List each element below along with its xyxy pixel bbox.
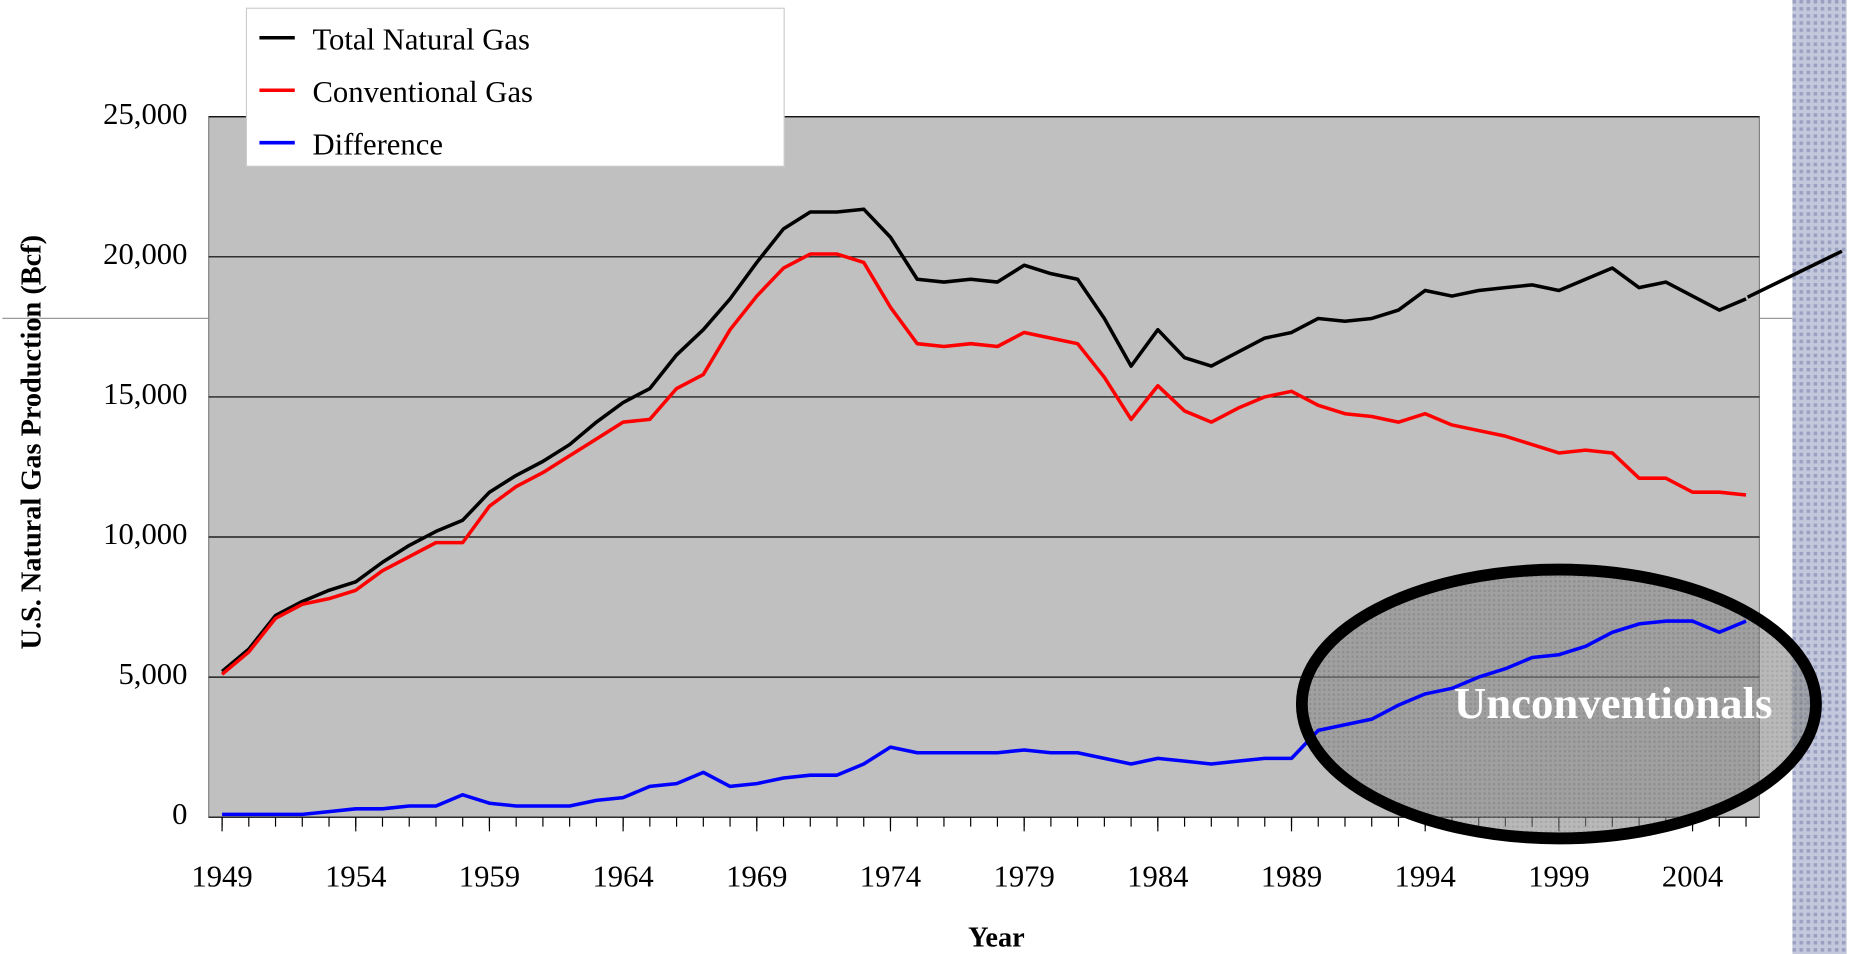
y-tick-label: 15,000 — [103, 377, 187, 411]
series-line — [220, 207, 1747, 673]
x-tick-label: 1964 — [592, 860, 653, 894]
legend: Total Natural Gas Conventional Gas Differe… — [245, 7, 785, 167]
legend-box — [245, 7, 785, 167]
y-tick-label: 25,000 — [103, 97, 187, 131]
y-axis-title: U.S. Natural Gas Production (Bcf) — [17, 235, 48, 650]
series-line — [220, 252, 1747, 676]
annotation: Unconventionals — [1454, 678, 1773, 728]
x-tick-label: 1949 — [191, 860, 252, 894]
x-tick-label: 1954 — [325, 860, 386, 894]
y-tick-label: 0 — [172, 797, 187, 831]
x-tick-label: 1989 — [1261, 860, 1322, 894]
x-axis-title: Year — [968, 922, 1025, 953]
x-tick-label: 1984 — [1127, 860, 1188, 894]
trend-extension — [1746, 249, 1843, 299]
side-bar — [1792, 0, 1847, 954]
series-line — [222, 619, 1747, 817]
x-tick-label: 1994 — [1395, 860, 1456, 894]
x-tick-label: 1969 — [726, 860, 787, 894]
y-tick-label: 5,000 — [118, 657, 187, 691]
x-tick-label: 2004 — [1662, 860, 1723, 894]
highlight-fill — [1301, 569, 1817, 839]
legend-label: Total Natural Gas — [312, 22, 529, 56]
legend-label: Conventional Gas — [312, 75, 533, 109]
x-tick-label: 1974 — [860, 860, 921, 894]
highlight-ellipse — [1295, 563, 1822, 845]
legend-label: Difference — [312, 127, 442, 161]
x-tick-label: 1979 — [993, 860, 1054, 894]
y-tick-label: 20,000 — [103, 237, 187, 271]
y-tick-label: 10,000 — [103, 517, 187, 551]
x-tick-label: 1959 — [459, 860, 520, 894]
x-tick-label: 1999 — [1528, 860, 1589, 894]
